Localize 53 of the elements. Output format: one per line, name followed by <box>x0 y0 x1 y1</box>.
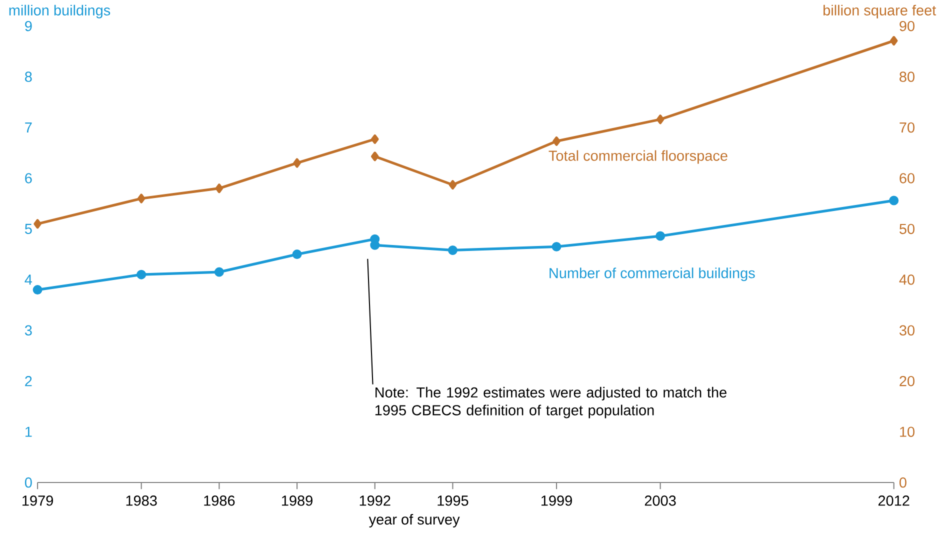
point <box>370 134 379 144</box>
y-tick-label: 3 <box>24 325 32 336</box>
point <box>656 114 664 124</box>
point <box>889 196 899 206</box>
y2-axis-title: billion square feet <box>824 4 936 18</box>
y-tick-label: 0 <box>24 477 32 488</box>
point <box>293 158 301 168</box>
point <box>656 231 666 241</box>
annotation: Note: The 1992 estimates were adjusted to match the 1995 CBECS definition of target population <box>375 387 726 418</box>
point <box>34 219 42 229</box>
y2-tick-label: 50 <box>900 224 914 234</box>
series-label: Total commercial floorspace <box>548 150 728 164</box>
x-tick-label: 2012 <box>878 496 910 506</box>
point <box>890 36 898 46</box>
point <box>292 250 302 260</box>
y-tick-label: 2 <box>25 376 32 386</box>
x-tick-label: 1979 <box>22 496 53 506</box>
y2-tick-label: 0 <box>900 477 906 488</box>
y-axis-title: million buildings <box>9 4 110 18</box>
y2-tick-label: 40 <box>899 274 914 285</box>
point <box>215 184 224 194</box>
y-tick-label: 1 <box>25 426 32 437</box>
x-tick-label: 1992 <box>360 496 390 506</box>
point <box>137 194 146 204</box>
point <box>370 152 379 162</box>
y2-tick-label: 10 <box>900 426 914 438</box>
x-tick-label: 1983 <box>126 496 157 506</box>
point <box>552 136 560 146</box>
y2-tick-label: 20 <box>900 376 914 386</box>
point <box>136 270 146 280</box>
x-tick-label: 1989 <box>282 496 312 506</box>
x-tick-label: 1999 <box>541 496 572 506</box>
point <box>214 267 224 277</box>
y-tick-label: 7 <box>25 122 32 133</box>
y-tick-label: 5 <box>24 224 32 234</box>
x-axis-title: year of survey <box>368 514 460 528</box>
y-tick-label: 8 <box>25 72 32 82</box>
y-tick-label: 4 <box>24 274 32 285</box>
y2-tick-label: 80 <box>900 72 914 82</box>
series-label: Number of commercial buildings <box>550 268 755 282</box>
x-tick-label: 1986 <box>204 496 235 506</box>
y2-tick-label: 30 <box>900 325 914 336</box>
y2-tick-label: 60 <box>900 173 914 184</box>
y-tick-label: 6 <box>25 173 32 184</box>
x-tick-label: 1995 <box>438 496 468 506</box>
y-tick-label: 9 <box>25 21 32 32</box>
y2-tick-label: 90 <box>900 21 914 32</box>
x-tick-label: 2003 <box>644 496 676 506</box>
y2-tick-label: 70 <box>900 122 914 133</box>
point <box>32 285 42 295</box>
point <box>448 180 457 190</box>
point <box>552 242 562 252</box>
point <box>448 246 458 256</box>
